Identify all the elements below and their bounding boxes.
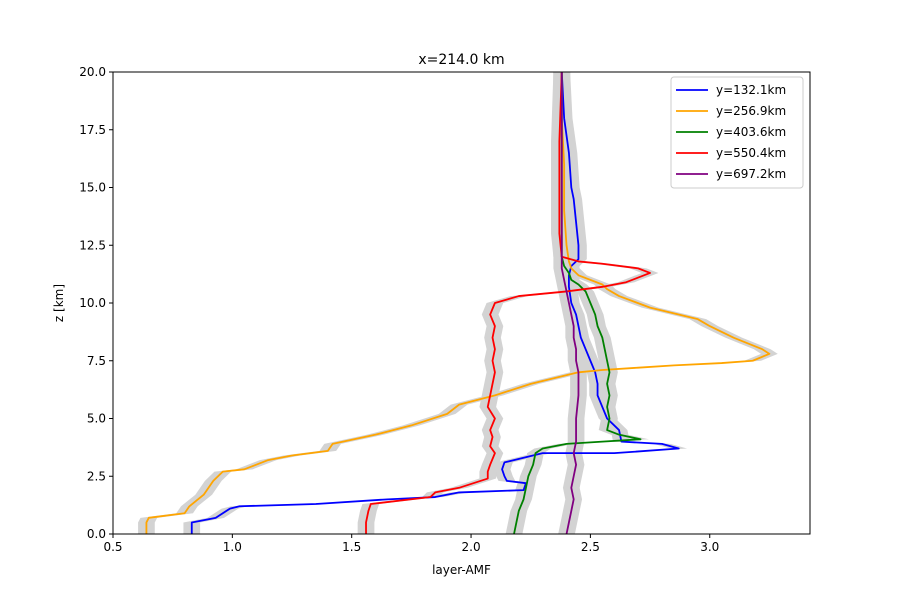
y-tick-label: 5.0: [87, 412, 106, 426]
legend-label-2: y=256.9km: [716, 104, 786, 118]
x-tick-label: 1.5: [342, 540, 361, 554]
series-line-3: [513, 72, 642, 535]
series-line-1: [190, 71, 680, 534]
x-tick-label: 2.5: [581, 540, 600, 554]
legend: y=132.1km y=256.9km y=403.6km y=550.4km y=69…: [670, 76, 804, 189]
uncertainty-band-3: [505, 72, 649, 534]
y-axis-label: z [km]: [52, 284, 66, 322]
y-tick-label: 2.5: [87, 469, 106, 483]
x-axis-label: layer-AMF: [432, 563, 491, 577]
y-tick-label: 12.5: [79, 238, 106, 252]
legend-label-4: y=550.4km: [716, 146, 786, 160]
y-tick-label: 7.5: [87, 354, 106, 368]
y-tick-label: 0.0: [87, 527, 106, 541]
y-tick-label: 15.0: [79, 181, 106, 195]
series-lines: [145, 71, 771, 535]
series-line-4: [365, 71, 651, 534]
y-tick-label: 17.5: [79, 123, 106, 137]
x-tick-label: 3.0: [700, 540, 719, 554]
y-axis-ticks: 0.0 2.5 5.0 7.5 10.0 12.5 15.0 17.5 20.0: [79, 65, 113, 541]
x-tick-label: 0.5: [103, 540, 122, 554]
uncertainty-band-2: [138, 72, 778, 534]
x-tick-label: 1.0: [223, 540, 242, 554]
x-axis-ticks: 0.5 1.0 1.5 2.0 2.5 3.0: [103, 534, 719, 554]
chart-title: x=214.0 km: [418, 52, 504, 68]
y-tick-label: 10.0: [79, 296, 106, 310]
series-line-5: [560, 72, 580, 535]
legend-items: y=132.1km y=256.9km y=403.6km y=550.4km y=69…: [676, 83, 786, 181]
series-line-2: [145, 72, 771, 534]
legend-label-1: y=132.1km: [716, 83, 786, 97]
legend-box: [670, 76, 804, 189]
legend-label-3: y=403.6km: [716, 125, 786, 139]
y-tick-label: 20.0: [79, 65, 106, 79]
x-tick-label: 2.0: [462, 540, 481, 554]
legend-label-5: y=697.2km: [716, 167, 786, 181]
